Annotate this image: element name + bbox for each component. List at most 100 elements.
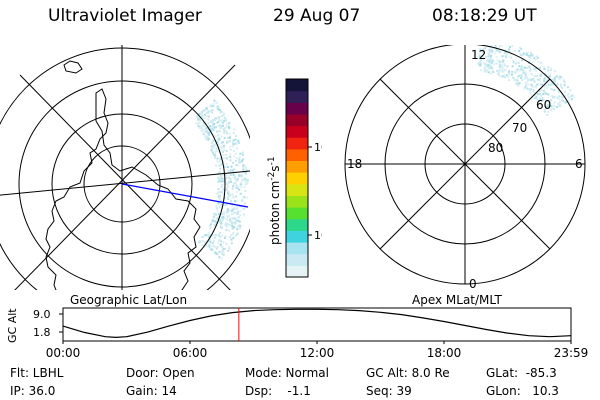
aurora-pixel — [230, 178, 233, 181]
aurora-pixel — [524, 74, 527, 77]
aurora-pixel — [235, 219, 238, 222]
aurora-pixel — [492, 59, 495, 62]
aurora-pixel — [516, 68, 519, 71]
aurora-pixel — [482, 48, 485, 50]
aurora-pixel — [208, 224, 211, 227]
aurora-pixel — [236, 233, 239, 235]
aurora-pixel — [495, 49, 498, 52]
aurora-pixel — [499, 49, 502, 52]
aurora-pixel — [515, 70, 518, 73]
colorbar-segment — [286, 172, 308, 185]
aurora-pixel — [221, 250, 224, 253]
aurora-pixel — [226, 215, 229, 218]
aurora-pixel — [240, 174, 243, 177]
geographic-caption: Geographic Lat/Lon — [70, 293, 188, 307]
aurora-pixel — [244, 180, 247, 183]
aurora-pixel — [207, 122, 210, 125]
timeline-ylabel: GC Alt — [6, 308, 19, 343]
aurora-pixel — [524, 76, 527, 79]
aurora-pixel — [234, 152, 237, 155]
colorbar-segment — [286, 253, 308, 266]
aurora-pixel — [225, 174, 228, 177]
aurora-pixel — [221, 180, 224, 183]
aurora-pixel — [225, 125, 228, 128]
aurora-pixel — [220, 257, 223, 260]
aurora-pixel — [481, 51, 484, 54]
aurora-pixel — [522, 52, 525, 55]
aurora-pixel — [239, 227, 242, 230]
aurora-pixel — [536, 75, 539, 77]
aurora-pixel — [236, 190, 238, 193]
aurora-pixel — [237, 164, 240, 167]
aurora-pixel — [530, 53, 533, 56]
aurora-pixel — [239, 152, 242, 155]
aurora-pixel — [511, 65, 514, 68]
aurora-pixel — [217, 233, 220, 236]
aurora-pixel — [558, 104, 561, 107]
aurora-pixel — [237, 139, 240, 142]
aurora-pixel — [219, 111, 222, 114]
aurora-pixel — [224, 166, 227, 169]
aurora-pixel — [548, 101, 551, 104]
aurora-pixel — [241, 151, 244, 154]
aurora-pixel — [232, 143, 235, 146]
aurora-pixel — [559, 75, 562, 78]
mlt-label-12: 12 — [471, 48, 486, 62]
timeline-ytick-1-8: 1.8 — [33, 326, 51, 339]
aurora-pixel — [497, 72, 500, 75]
aurora-pixel — [236, 207, 239, 210]
aurora-pixel — [209, 110, 212, 113]
aurora-pixel — [571, 94, 574, 97]
aurora-pixel — [214, 220, 216, 223]
aurora-pixel — [212, 219, 214, 222]
aurora-pixel — [530, 51, 532, 54]
aurora-pixel — [490, 61, 493, 64]
aurora-pixel — [211, 128, 214, 130]
aurora-pixel — [215, 147, 218, 150]
aurora-pixel — [227, 192, 230, 195]
aurora-pixel — [518, 50, 521, 52]
aurora-pixel — [227, 171, 230, 174]
aurora-pixel — [532, 90, 535, 93]
aurora-pixel — [541, 97, 544, 100]
colorbar-segment — [286, 113, 308, 127]
aurora-pixel — [527, 83, 530, 86]
aurora-pixel — [217, 108, 220, 111]
aurora-pixel — [218, 109, 221, 111]
magnetic-caption: Apex MLat/MLT — [412, 293, 502, 307]
aurora-pixel — [221, 234, 224, 237]
aurora-pixel — [489, 56, 492, 59]
aurora-pixel — [204, 113, 206, 116]
aurora-pixel — [236, 187, 239, 190]
aurora-pixel — [530, 93, 533, 96]
aurora-pixel — [227, 175, 230, 178]
seq-info: Seq: 39 — [366, 384, 412, 398]
aurora-pixel — [242, 171, 245, 174]
aurora-pixel — [548, 75, 551, 78]
aurora-pixel — [223, 112, 226, 115]
aurora-pixel — [227, 169, 230, 172]
aurora-pixel — [552, 82, 555, 85]
aurora-pixel — [524, 66, 526, 69]
aurora-pixel — [519, 46, 522, 49]
aurora-pixel — [498, 74, 501, 77]
aurora-pixel — [222, 253, 225, 256]
timeline-ytick-9: 9.0 — [33, 308, 51, 321]
aurora-pixel — [499, 75, 502, 78]
aurora-pixel — [234, 217, 237, 220]
aurora-pixel — [236, 228, 239, 231]
aurora-pixel — [492, 71, 495, 73]
aurora-pixel — [223, 132, 226, 135]
aurora-pixel — [522, 54, 525, 57]
aurora-pixel — [558, 95, 561, 98]
aurora-pixel — [547, 69, 550, 72]
aurora-pixel — [566, 94, 569, 97]
aurora-pixel — [522, 66, 525, 69]
aurora-pixel — [528, 66, 531, 69]
aurora-pixel — [567, 92, 570, 95]
aurora-pixel — [226, 196, 229, 199]
aurora-pixel — [491, 47, 493, 50]
aurora-pixel — [553, 101, 556, 104]
aurora-pixel — [477, 61, 480, 64]
aurora-pixel — [228, 247, 231, 250]
